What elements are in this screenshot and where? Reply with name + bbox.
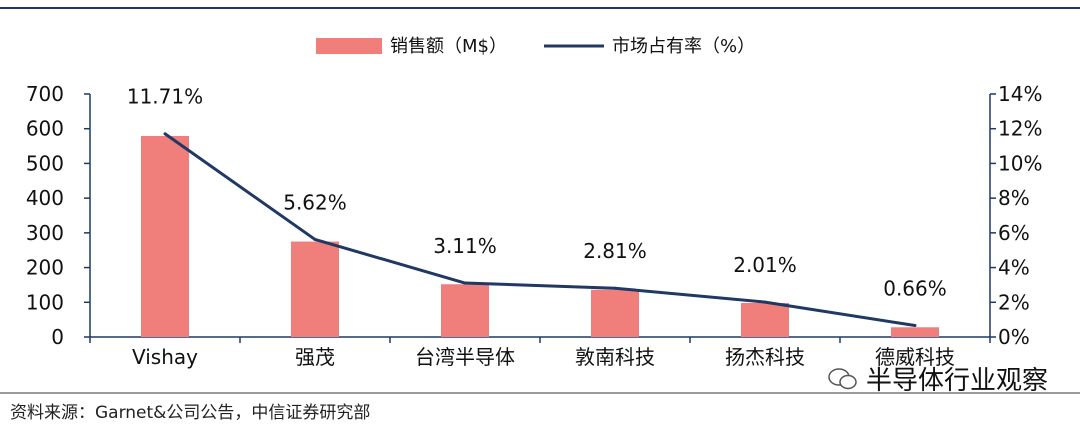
share-point bbox=[763, 300, 767, 304]
right-tick-label: 14% bbox=[998, 82, 1042, 106]
bars bbox=[141, 136, 939, 337]
right-tick-label: 4% bbox=[998, 256, 1030, 280]
data-labels: 11.71% 5.62% 3.11% 2.81% 2.01% 0.66% bbox=[127, 85, 947, 301]
category-label: 敦南科技 bbox=[575, 345, 655, 369]
share-point bbox=[913, 324, 917, 328]
share-point bbox=[613, 286, 617, 290]
category-label: 德威科技 bbox=[875, 345, 955, 369]
share-label: 5.62% bbox=[283, 190, 347, 214]
right-tick-label: 12% bbox=[998, 117, 1042, 141]
share-point bbox=[313, 237, 317, 241]
sales-bar bbox=[441, 284, 489, 337]
sales-bar bbox=[891, 327, 939, 337]
legend-bar-label: 销售额（M$） bbox=[390, 36, 507, 57]
left-tick-label: 500 bbox=[26, 151, 64, 175]
right-tick-label: 10% bbox=[998, 151, 1042, 175]
share-line bbox=[163, 132, 917, 328]
left-tick-label: 600 bbox=[26, 117, 64, 141]
watermark: 半导体行业观察 bbox=[828, 360, 1048, 397]
category-label: 扬杰科技 bbox=[725, 345, 805, 369]
source-note: 资料来源：Garnet&公司公告，中信证券研究部 bbox=[10, 403, 371, 423]
share-label: 0.66% bbox=[883, 277, 947, 301]
share-point bbox=[163, 132, 167, 136]
share-line-path bbox=[164, 132, 916, 328]
legend-line-label: 市场占有率（%） bbox=[612, 36, 755, 57]
legend: 销售额（M$） 市场占有率（%） bbox=[316, 36, 755, 57]
sales-bar bbox=[741, 302, 789, 337]
sales-bar bbox=[591, 289, 639, 337]
share-label: 11.71% bbox=[127, 85, 203, 109]
watermark-text: 半导体行业观察 bbox=[866, 366, 1049, 396]
legend-bar-swatch bbox=[316, 38, 382, 54]
share-label: 2.01% bbox=[733, 253, 797, 277]
left-tick-label: 100 bbox=[26, 290, 64, 314]
sales-bar bbox=[141, 136, 189, 337]
left-tick-label: 0 bbox=[51, 325, 64, 349]
right-tick-label: 6% bbox=[998, 221, 1030, 245]
share-label: 2.81% bbox=[583, 239, 647, 263]
category-label: 强茂 bbox=[295, 345, 335, 369]
left-tick-label: 200 bbox=[26, 256, 64, 280]
category-label: 台湾半导体 bbox=[415, 345, 515, 369]
left-tick-label: 400 bbox=[26, 186, 64, 210]
right-tick-label: 2% bbox=[998, 290, 1030, 314]
left-tick-label: 300 bbox=[26, 221, 64, 245]
axes: 0 100 200 300 400 500 600 700 0% 2% 4% 6% 8% 10% 12% 14… bbox=[26, 82, 1043, 369]
right-tick-label: 0% bbox=[998, 325, 1030, 349]
wechat-icon bbox=[828, 367, 857, 389]
share-point bbox=[463, 281, 467, 285]
left-tick-label: 700 bbox=[26, 82, 64, 106]
category-label: Vishay bbox=[132, 345, 198, 369]
sales-bar bbox=[291, 241, 339, 337]
share-label: 3.11% bbox=[433, 234, 497, 258]
right-tick-label: 8% bbox=[998, 186, 1030, 210]
